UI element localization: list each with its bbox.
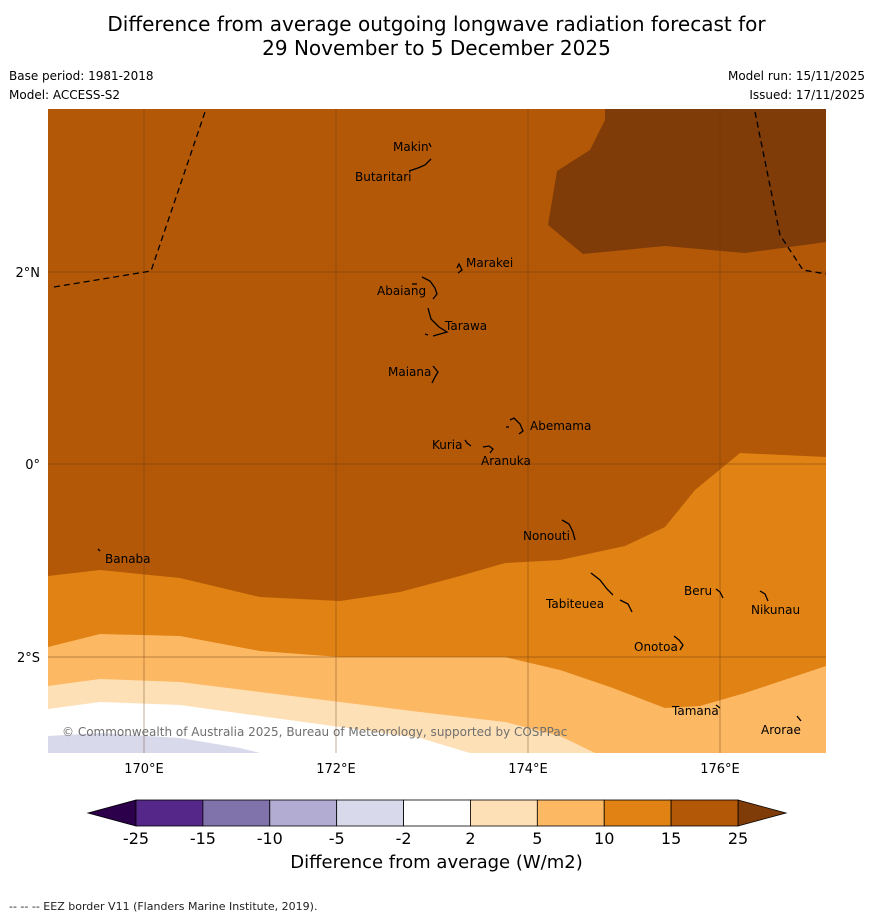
label-banaba: Banaba <box>105 552 151 566</box>
label-arorae: Arorae <box>761 723 801 737</box>
lon-label-172e: 172°E <box>316 762 356 777</box>
eez-border-west <box>53 109 207 288</box>
colorbar-segment <box>536 799 605 827</box>
colorbar-tick-label: 15 <box>661 829 681 848</box>
colorbar: -25 -15 -10 -5 -2 2 5 10 15 25 <box>86 799 788 848</box>
colorbar-tick-label: -5 <box>329 829 345 848</box>
meta-right: Model run: 15/11/2025 Issued: 17/11/2025 <box>728 69 865 103</box>
colorbar-over-arrow <box>737 799 788 827</box>
colorbar-segment <box>403 799 471 827</box>
tabiteuea-south-outline <box>619 599 633 613</box>
onotoa-outline <box>673 635 684 651</box>
colorbar-segment <box>336 799 404 827</box>
colorbar-segment <box>670 799 739 827</box>
colorbar-segment <box>603 799 672 827</box>
label-kuria: Kuria <box>432 438 463 452</box>
copyright-notice: © Commonwealth of Australia 2025, Bureau… <box>62 725 567 739</box>
tabiteuea-north-outline <box>590 572 614 596</box>
tarawa-islet <box>424 333 429 336</box>
kuria-outline <box>464 439 472 447</box>
model-run: Model run: 15/11/2025 <box>727 69 865 83</box>
colorbar-segment <box>269 799 338 827</box>
colorbar-tick-label: -10 <box>257 829 283 848</box>
colorbar-tick-label: 25 <box>728 829 748 848</box>
lon-label-174e: 174°E <box>508 762 548 777</box>
eez-legend-footer: -- -- -- EEZ border V11 (Flanders Marine… <box>9 900 318 913</box>
colorbar-tick-label: 5 <box>532 829 542 848</box>
colorbar-tick-label: -25 <box>123 829 149 848</box>
model-name: Model: ACCESS-S2 <box>9 88 121 102</box>
lon-label-176e: 176°E <box>700 762 740 777</box>
title-line-1: Difference from average outgoing longwav… <box>107 12 766 36</box>
colorbar-under-arrow <box>86 799 137 827</box>
label-marakei: Marakei <box>466 256 513 270</box>
beru-outline <box>715 588 724 599</box>
tarawa-outline <box>427 307 449 337</box>
meta-left: Base period: 1981-2018 Model: ACCESS-S2 <box>9 69 154 103</box>
colorbar-segment <box>470 799 538 827</box>
abaiang-outline <box>421 276 438 300</box>
axis-labels: 170°E 172°E 174°E 176°E 2°N 0° 2°S <box>16 266 740 777</box>
label-beru: Beru <box>684 584 712 598</box>
label-tarawa: Tarawa <box>444 319 487 333</box>
label-abemama: Abemama <box>530 419 591 433</box>
label-nikunau: Nikunau <box>751 603 800 617</box>
eez-border-east <box>754 111 826 275</box>
lat-label-0: 0° <box>25 458 40 473</box>
map-title: Difference from average outgoing longwav… <box>0 12 873 60</box>
label-tabiteuea: Tabiteuea <box>545 597 604 611</box>
title-line-2: 29 November to 5 December 2025 <box>262 36 611 60</box>
island-labels: Makin Butaritari Marakei Abaiang Tarawa … <box>105 140 801 737</box>
colorbar-label: Difference from average (W/m2) <box>290 852 583 873</box>
lon-label-170e: 170°E <box>124 762 164 777</box>
lat-label-2n: 2°N <box>16 266 41 281</box>
colorbar-tick-label: -2 <box>396 829 412 848</box>
gridlines <box>48 109 826 753</box>
nikunau-outline <box>759 590 769 602</box>
makin-outline <box>428 142 432 148</box>
arorae-outline <box>796 715 802 722</box>
colorbar-tick-label: 10 <box>594 829 614 848</box>
label-aranuka: Aranuka <box>481 454 531 468</box>
label-nonouti: Nonouti <box>523 529 570 543</box>
base-period: Base period: 1981-2018 <box>9 69 154 83</box>
eez-borders <box>53 109 826 288</box>
label-abaiang: Abaiang <box>377 284 426 298</box>
label-makin: Makin <box>393 140 429 154</box>
lat-label-2s: 2°S <box>17 651 40 666</box>
colorbar-ticks: -25 -15 -10 -5 -2 2 5 10 15 25 <box>123 829 748 848</box>
abemama-outline <box>509 417 524 435</box>
island-outlines <box>97 142 802 722</box>
label-maiana: Maiana <box>388 365 431 379</box>
butaritari-outline <box>408 158 432 172</box>
label-tamana: Tamana <box>671 704 719 718</box>
maiana-outline <box>431 365 439 384</box>
band-lavender <box>48 733 260 753</box>
colorbar-tick-label: 2 <box>465 829 475 848</box>
aranuka-outline <box>482 445 494 454</box>
label-onotoa: Onotoa <box>634 640 678 654</box>
label-butaritari: Butaritari <box>355 170 412 184</box>
nonouti-outline <box>561 519 576 541</box>
colorbar-segment <box>135 799 204 827</box>
colorbar-tick-label: -15 <box>190 829 216 848</box>
tamana-outline <box>715 704 721 709</box>
anomaly-field: Makin Butaritari Marakei Abaiang Tarawa … <box>48 109 826 753</box>
issued-date: Issued: 17/11/2025 <box>749 88 865 102</box>
band-15-25 <box>548 109 826 254</box>
colorbar-segments <box>135 799 739 827</box>
banaba-outline <box>97 548 101 552</box>
marakei-outline <box>456 262 463 274</box>
colorbar-segment <box>202 799 271 827</box>
